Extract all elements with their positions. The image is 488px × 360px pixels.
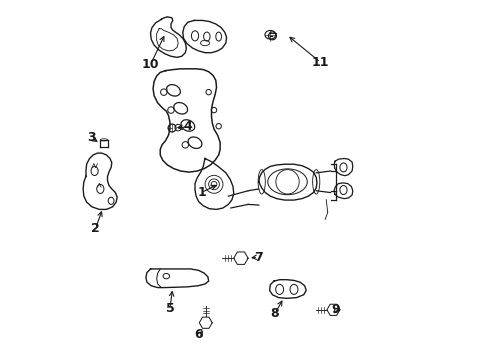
Text: 11: 11 bbox=[311, 56, 328, 69]
Text: 8: 8 bbox=[270, 307, 279, 320]
Text: 4: 4 bbox=[183, 121, 192, 134]
Text: 3: 3 bbox=[86, 131, 95, 144]
Text: 5: 5 bbox=[165, 302, 174, 315]
Text: 1: 1 bbox=[197, 186, 205, 199]
Text: 2: 2 bbox=[91, 222, 100, 235]
Text: 10: 10 bbox=[142, 58, 159, 71]
Text: 6: 6 bbox=[194, 328, 203, 341]
Text: 9: 9 bbox=[331, 303, 340, 316]
Text: 7: 7 bbox=[253, 251, 262, 264]
